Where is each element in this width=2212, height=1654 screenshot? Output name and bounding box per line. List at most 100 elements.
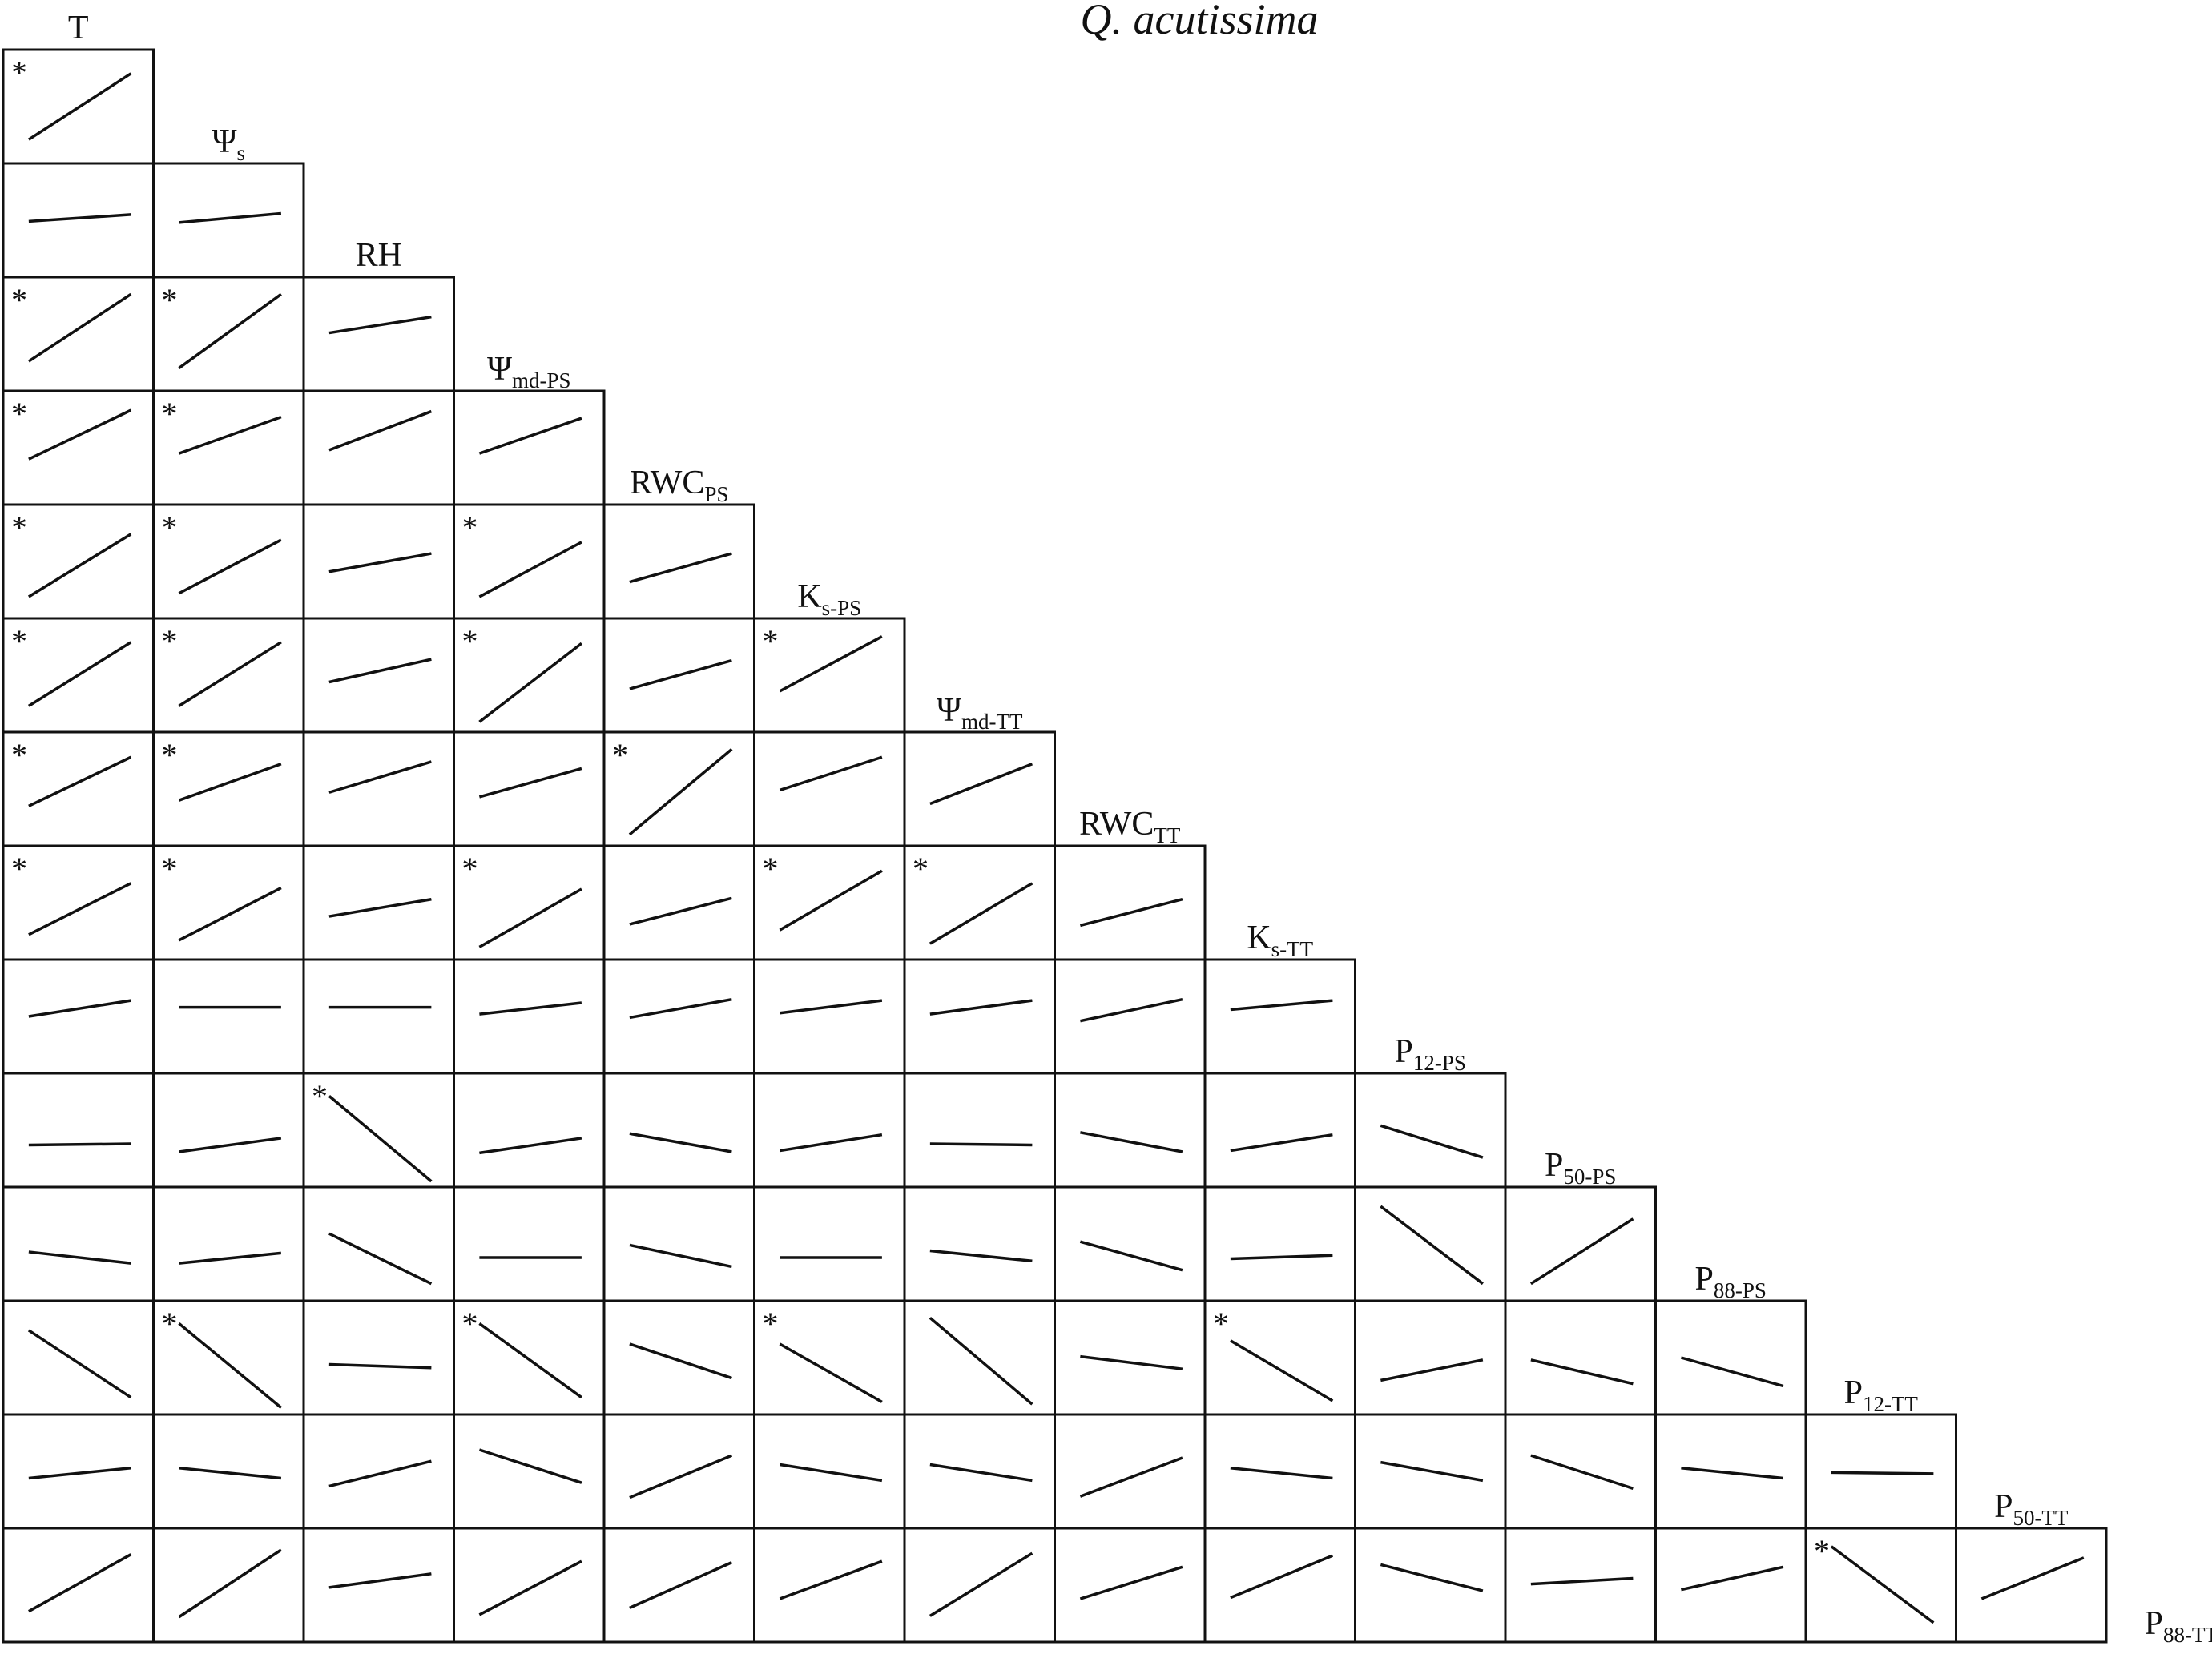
regression-line [1681,1466,1784,1480]
cell-frame [302,958,455,1075]
cell-frame [2,1072,155,1189]
regression-line [1529,1217,1634,1286]
regression-line [478,887,582,948]
regression-line [328,1459,432,1488]
cell-frame [1203,1072,1356,1189]
regression-line [178,641,282,707]
regression-line [1079,898,1183,928]
variable-subscript: TT [1154,823,1180,847]
regression-line [929,999,1033,1016]
variable-label: T [68,10,89,46]
regression-line [478,541,582,598]
regression-line [1380,1124,1484,1159]
regression-line [478,767,582,799]
variable-label: P12-TT [1844,1374,1919,1416]
regression-line [178,292,282,370]
regression-line [629,896,732,926]
cell-frame [1654,1299,1807,1416]
regression-line [629,1342,732,1380]
regression-line [328,898,432,918]
significance-mark: * [11,54,27,91]
cell-frame [453,730,606,847]
significance-mark: * [162,509,178,545]
significance-mark: * [11,623,27,659]
regression-line [27,641,132,707]
cell-frame [602,1299,755,1416]
regression-line [478,642,582,723]
cell-frame [602,844,755,961]
regression-line [779,755,883,792]
significance-mark: * [1814,1533,1830,1569]
regression-line [629,1454,733,1499]
regression-line [328,1362,432,1370]
variable-name: RWC [1079,806,1154,843]
cell-frame [753,958,906,1075]
cell-frame [1203,1185,1356,1302]
regression-line [179,1466,282,1480]
cell-frame [152,1185,305,1302]
cell-frame [2,162,155,279]
cell-frame [1804,1413,1957,1530]
regression-line [1080,1131,1183,1153]
variable-label: RWCPS [630,465,728,506]
regression-line [929,1551,1033,1617]
regression-line [27,292,132,363]
regression-line [1230,1254,1333,1261]
significance-mark: * [462,509,478,545]
cell-frame [302,276,455,392]
cell-frame [1054,1413,1207,1530]
regression-line [929,882,1033,945]
significance-mark: * [11,282,27,318]
regression-line [28,1553,132,1613]
variable-subscript: s-TT [1271,937,1314,961]
cell-frame [903,1299,1056,1416]
regression-line [28,213,131,223]
variable-label: Ψmd-TT [937,692,1023,734]
regression-line [1680,1565,1784,1592]
significance-mark: * [11,509,27,545]
cell-frame [1203,1527,1356,1644]
cell-frame [453,958,606,1075]
variable-name: RH [356,237,402,274]
cell-frame [1054,1072,1207,1189]
variable-name: P [1395,1033,1413,1070]
regression-line [628,747,733,836]
cell-frame [1203,1413,1356,1530]
variable-name: Ψ [937,692,961,729]
variable-label: Ks-TT [1247,920,1313,961]
cell-frame [453,1413,606,1530]
variable-name: P [2145,1605,2163,1642]
regression-line [1080,1354,1183,1370]
regression-line [929,1316,1033,1406]
cell-frame [1354,1527,1507,1644]
significance-mark: * [312,1078,328,1114]
cell-frame [302,730,455,847]
cell-frame [453,1072,606,1189]
cell-frame [302,1527,455,1644]
cell-frame [1054,1185,1207,1302]
cell-frame [453,1185,606,1302]
regression-line [178,1322,282,1409]
variable-label: Ψs [212,123,245,165]
variable-name: Ψ [212,123,236,160]
regression-line [780,1463,883,1483]
regression-line [178,538,282,595]
regression-line [1230,999,1333,1012]
regression-line [178,416,282,455]
regression-line [28,1466,131,1480]
variable-label: RWCTT [1079,806,1181,847]
variable-name: RWC [630,465,704,501]
regression-line [1830,1545,1935,1624]
variable-label: P12-PS [1395,1033,1466,1075]
cell-frame [302,844,455,961]
cell-frame [302,389,455,506]
regression-line [28,1142,131,1147]
regression-line [629,997,732,1020]
regression-line [629,658,732,690]
regression-line [1380,1460,1484,1483]
regression-line [328,552,432,573]
cell-frame [1054,1527,1207,1644]
regression-line [178,763,282,802]
variable-label: Ψmd-PS [487,351,571,392]
significance-mark: * [11,396,27,432]
